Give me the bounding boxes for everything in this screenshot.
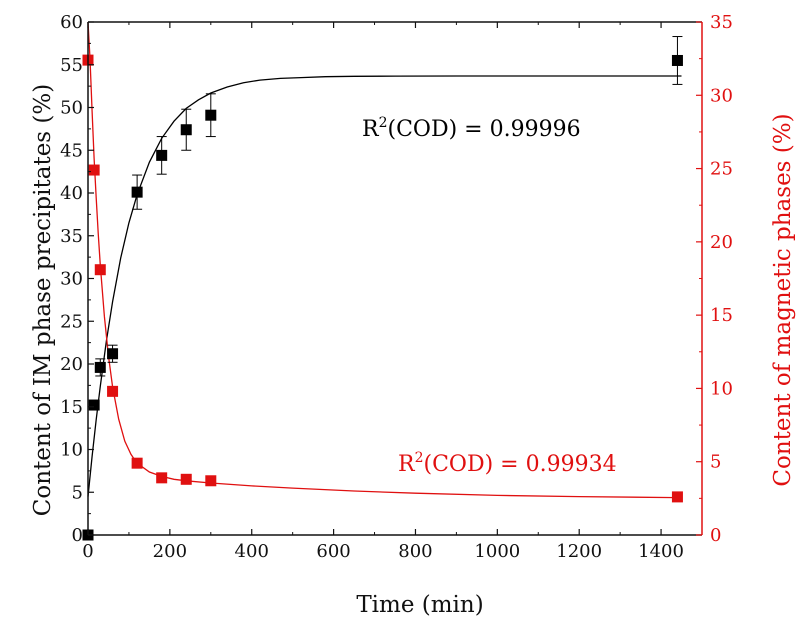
left-axis-tick-label: 20	[60, 354, 83, 375]
x-axis-tick-label: 1400	[638, 541, 684, 562]
fit-annotation-im: R2(COD) = 0.99996	[362, 115, 581, 142]
x-axis-title: Time (min)	[356, 592, 483, 618]
im-point	[156, 149, 168, 161]
magnetic-point	[88, 164, 100, 176]
left-y-axis-title: Content of IM phase precipitates (%)	[30, 84, 56, 516]
magnetic-point	[131, 457, 143, 469]
im-point	[205, 109, 217, 121]
left-axis-tick-label: 5	[72, 482, 83, 503]
x-axis-tick-label: 600	[316, 541, 350, 562]
right-axis-tick-label: 35	[710, 12, 733, 33]
left-axis-tick-label: 30	[60, 269, 83, 290]
fit-curve-magnetic	[87, 21, 678, 499]
right-axis-tick-label: 0	[710, 525, 721, 546]
right-axis-tick-label: 30	[710, 85, 733, 106]
magnetic-point	[156, 472, 168, 484]
left-axis-tick-label: 15	[60, 397, 83, 418]
x-axis-tick-label: 400	[235, 541, 269, 562]
magnetic-point	[205, 475, 217, 487]
right-axis-tick-label: 5	[710, 452, 721, 473]
magnetic-point	[94, 264, 106, 276]
im-point	[180, 124, 192, 136]
magnetic-point	[671, 491, 683, 503]
fit-curve-im	[87, 75, 682, 497]
left-axis-tick-label: 0	[72, 525, 83, 546]
fit-curves	[87, 21, 682, 499]
left-axis-tick-label: 55	[60, 55, 83, 76]
left-axis-tick-label: 35	[60, 226, 83, 247]
left-axis-tick-label: 45	[60, 140, 83, 161]
right-axis-tick-label: 15	[710, 305, 733, 326]
left-axis-tick-label: 40	[60, 183, 83, 204]
im-point	[88, 399, 100, 411]
x-axis-tick-label: 1000	[474, 541, 520, 562]
left-axis-tick-label: 10	[60, 440, 83, 461]
im-point	[107, 348, 119, 360]
im-point	[671, 54, 683, 66]
right-axis-tick-label: 25	[710, 159, 733, 180]
im-point	[131, 186, 143, 198]
error-bars	[95, 36, 683, 377]
right-axis-tick-label: 20	[710, 232, 733, 253]
x-axis-tick-label: 800	[398, 541, 432, 562]
magnetic-point	[180, 473, 192, 485]
left-axis-tick-label: 50	[60, 98, 83, 119]
fit-annotation-magnetic: R2(COD) = 0.99934	[398, 450, 617, 477]
im-point	[94, 361, 106, 373]
left-axis-tick-label: 60	[60, 12, 83, 33]
left-axis-tick-label: 25	[60, 311, 83, 332]
x-axis-tick-label: 0	[82, 541, 93, 562]
right-y-axis-title: Content of magnetic phases (%)	[770, 113, 796, 486]
right-axis-tick-label: 10	[710, 378, 733, 399]
magnetic-point	[107, 385, 119, 397]
x-axis-tick-label: 200	[153, 541, 187, 562]
x-axis-tick-label: 1200	[556, 541, 602, 562]
